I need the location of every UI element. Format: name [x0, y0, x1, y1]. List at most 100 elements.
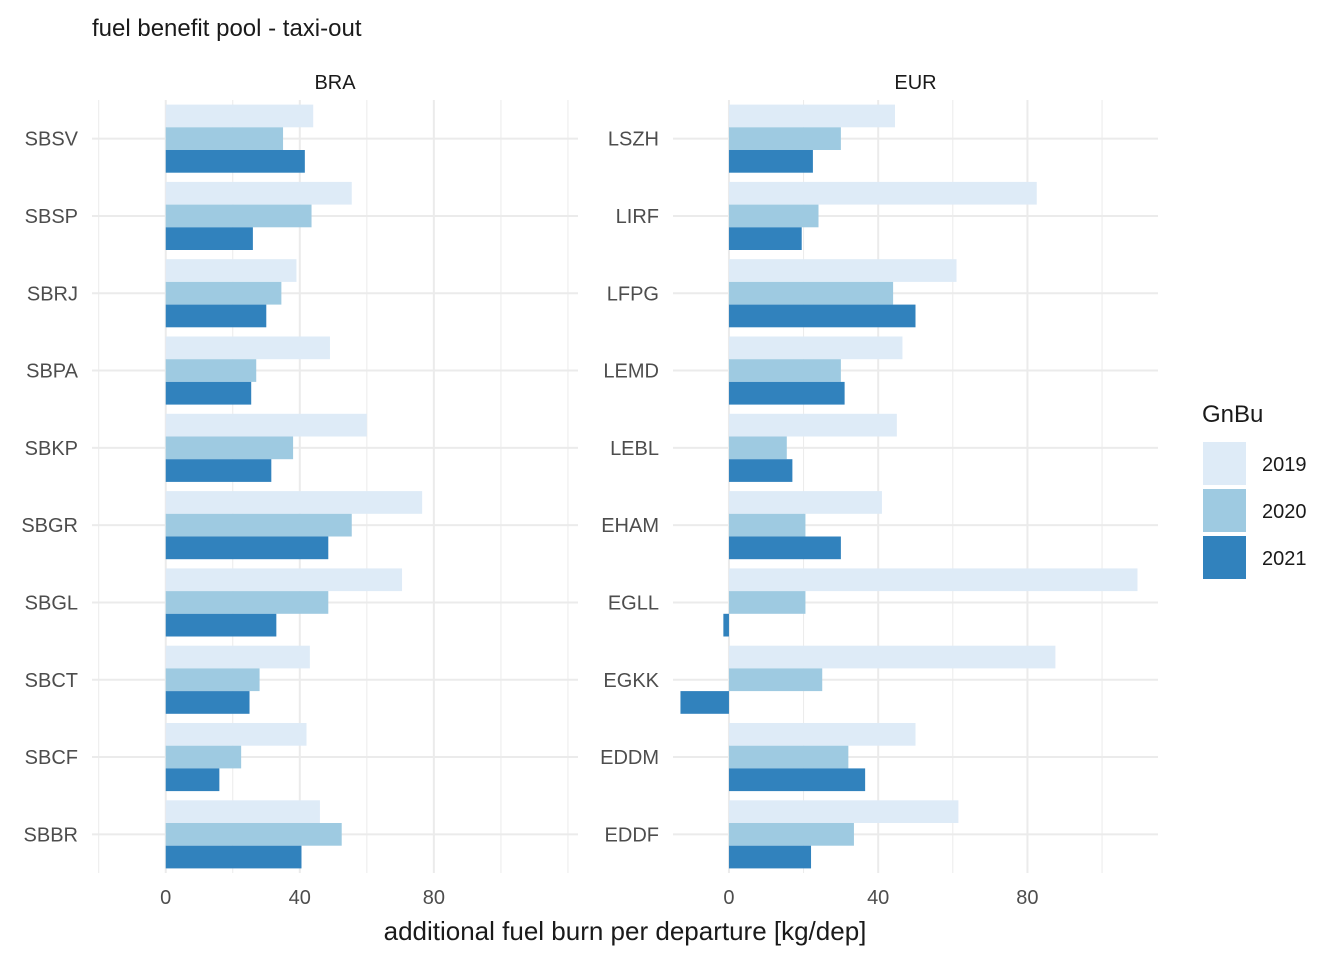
bar-lirf-2021 [728, 227, 802, 250]
bar-lemd-2021 [728, 381, 845, 405]
x-tick-label: 40 [289, 887, 311, 909]
y-tick-label: LSZH [608, 129, 659, 151]
y-tick-label: SBSV [25, 129, 79, 151]
bar-lfpg-2020 [728, 281, 894, 305]
bar-lemd-2019 [728, 336, 903, 360]
bar-lemd-2020 [728, 359, 841, 382]
x-tick-label: 40 [867, 887, 889, 909]
bar-eddm-2021 [728, 768, 866, 792]
bar-egkk-2020 [728, 668, 823, 692]
bar-sbpa-2020 [165, 359, 257, 382]
x-tick-label: 0 [160, 887, 171, 909]
bar-sbbr-2021 [165, 845, 302, 869]
x-axis-label: additional fuel burn per departure [kg/d… [384, 916, 867, 946]
y-tick-label: SBPA [26, 361, 79, 383]
bar-sbrj-2021 [165, 304, 267, 328]
bar-sbcf-2019 [165, 723, 307, 746]
y-tick-label: LEMD [603, 361, 659, 383]
bar-sbrj-2019 [165, 259, 297, 282]
legend: GnBu 2019 2020 2021 [1202, 401, 1307, 579]
bar-sbkp-2019 [165, 413, 367, 437]
y-tick-label: SBGR [21, 515, 78, 537]
bar-sbpa-2019 [165, 336, 330, 360]
bar-eham-2021 [728, 536, 841, 560]
bar-egll-2021 [723, 613, 729, 637]
legend-label: 2021 [1262, 548, 1307, 570]
bar-egkk-2021 [680, 691, 729, 714]
bar-egll-2019 [728, 568, 1138, 592]
y-tick-label: EGKK [603, 670, 659, 692]
bar-egkk-2019 [728, 645, 1056, 669]
bar-eddf-2020 [728, 823, 854, 846]
bar-sbgl-2020 [165, 591, 329, 614]
bar-sbpa-2021 [165, 381, 252, 405]
bar-lfpg-2019 [728, 259, 957, 282]
bar-egll-2020 [728, 591, 806, 614]
y-tick-label: SBCT [25, 670, 78, 692]
bar-eddm-2019 [728, 723, 916, 746]
y-tick-label: SBSP [25, 206, 78, 228]
y-tick-label: EGLL [608, 592, 659, 614]
legend-title: GnBu [1202, 401, 1263, 428]
bar-lfpg-2021 [728, 304, 916, 328]
bar-sbct-2020 [165, 668, 260, 692]
bar-lirf-2019 [728, 181, 1037, 205]
y-tick-label: EDDM [600, 747, 659, 769]
bar-sbgr-2019 [165, 491, 423, 514]
panel-strip-label: EUR [894, 72, 936, 94]
y-tick-label: LEBL [610, 438, 659, 460]
bar-lebl-2020 [728, 436, 787, 460]
legend-key-2021 [1203, 536, 1246, 579]
panel-bra: BRA SBSV SBSP SBRJ SBPA SBKP SBGR SBGL SBCT SBCF S… [21, 72, 578, 909]
chart-title: fuel benefit pool - taxi-out [92, 15, 362, 42]
bar-lebl-2019 [728, 413, 897, 437]
panels: BRA SBSV SBSP SBRJ SBPA SBKP SBGR SBGL SBCT SBCF S… [21, 72, 1158, 909]
bar-sbgl-2019 [165, 568, 403, 592]
bar-eham-2019 [728, 491, 882, 514]
bar-sbgl-2021 [165, 613, 277, 637]
bar-sbgr-2020 [165, 513, 352, 537]
bar-lebl-2021 [728, 459, 793, 482]
bar-sbsp-2020 [165, 204, 312, 228]
panel-strip-label: BRA [314, 72, 356, 94]
bar-eham-2020 [728, 513, 806, 537]
y-tick-label: SBRJ [27, 283, 78, 305]
y-tick-label: LFPG [607, 283, 659, 305]
y-tick-label: SBGL [25, 592, 78, 614]
y-tick-label: LIRF [616, 206, 659, 228]
bar-eddf-2021 [728, 845, 812, 869]
y-tick-label: EHAM [601, 515, 659, 537]
bar-sbbr-2020 [165, 823, 342, 846]
legend-key-2020 [1203, 489, 1246, 532]
panel-eur: EUR LSZH LIRF LFPG LEMD LEBL EHAM EGLL EGKK EDDM E… [600, 72, 1158, 909]
legend-label: 2020 [1262, 501, 1307, 523]
bar-sbcf-2021 [165, 768, 220, 792]
bar-sbsv-2020 [165, 127, 284, 150]
x-tick-label: 0 [723, 887, 734, 909]
bar-sbkp-2021 [165, 459, 272, 482]
bar-sbsp-2019 [165, 181, 352, 205]
bar-sbbr-2019 [165, 800, 320, 823]
bar-sbsp-2021 [165, 227, 253, 250]
bar-sbgr-2021 [165, 536, 329, 560]
y-tick-label: EDDF [605, 824, 659, 846]
bar-eddf-2019 [728, 800, 959, 823]
y-tick-label: SBKP [25, 438, 78, 460]
bar-sbkp-2020 [165, 436, 294, 460]
bar-sbrj-2020 [165, 281, 282, 305]
bar-sbct-2019 [165, 645, 310, 669]
bar-sbsv-2021 [165, 150, 305, 173]
bar-sbsv-2019 [165, 104, 314, 128]
y-tick-label: SBBR [24, 824, 78, 846]
bar-lszh-2021 [728, 150, 813, 173]
x-tick-label: 80 [423, 887, 445, 909]
bar-lirf-2020 [728, 204, 819, 228]
y-tick-label: SBCF [25, 747, 78, 769]
bar-lszh-2019 [728, 104, 895, 128]
x-tick-label: 80 [1016, 887, 1038, 909]
bar-sbct-2021 [165, 691, 250, 714]
bar-eddm-2020 [728, 745, 849, 769]
bar-sbcf-2020 [165, 745, 242, 769]
